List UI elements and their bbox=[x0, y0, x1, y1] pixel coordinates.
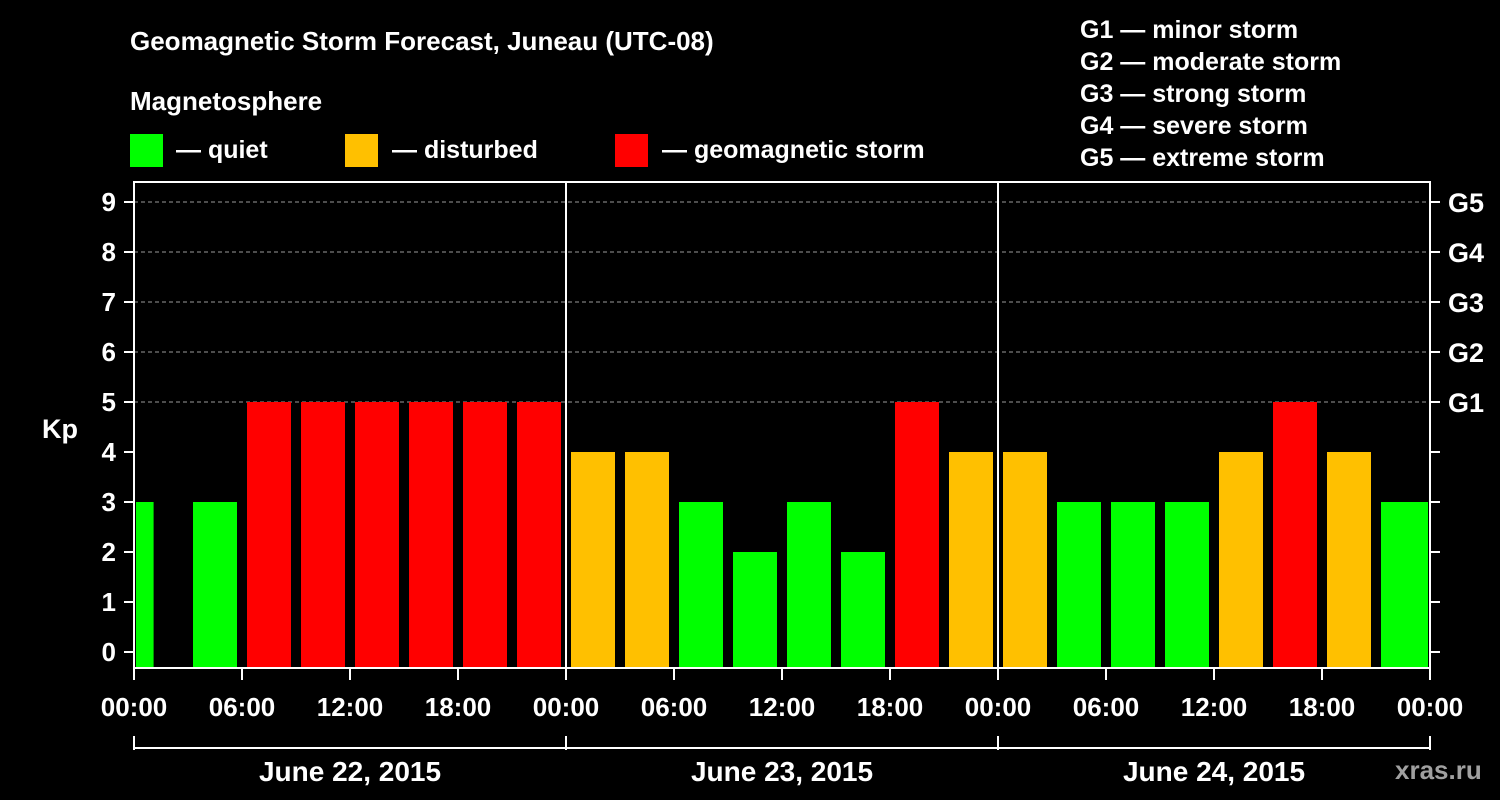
storm-scale-g2: G2 — moderate storm bbox=[1080, 48, 1341, 76]
storm-scale-g4: G4 — severe storm bbox=[1080, 112, 1308, 140]
day-label: June 23, 2015 bbox=[691, 756, 873, 787]
y-tick-label: 5 bbox=[102, 387, 116, 417]
x-tick-label: 18:00 bbox=[857, 692, 924, 722]
x-tick-label: 00:00 bbox=[533, 692, 600, 722]
right-axis-label-g3: G3 bbox=[1448, 288, 1484, 318]
storm-scale-g3: G3 — strong storm bbox=[1080, 80, 1306, 108]
day-label: June 22, 2015 bbox=[259, 756, 441, 787]
bar-kp bbox=[571, 452, 615, 668]
y-tick-label: 1 bbox=[102, 587, 116, 617]
x-tick-label: 12:00 bbox=[749, 692, 816, 722]
bar-kp bbox=[733, 552, 777, 668]
chart-subtitle: Magnetosphere bbox=[130, 86, 322, 116]
right-axis-label-g2: G2 bbox=[1448, 338, 1484, 368]
y-tick-label: 0 bbox=[102, 637, 116, 667]
bar-kp bbox=[1057, 502, 1101, 668]
bar-kp bbox=[1327, 452, 1371, 668]
x-tick-label: 06:00 bbox=[209, 692, 276, 722]
bar-kp bbox=[247, 402, 291, 668]
bar-kp bbox=[949, 452, 993, 668]
x-tick-label: 00:00 bbox=[965, 692, 1032, 722]
day-labels: June 22, 2015 June 23, 2015 June 24, 2015 bbox=[133, 736, 1431, 787]
watermark: xras.ru bbox=[1395, 755, 1482, 785]
x-tick-label: 06:00 bbox=[1073, 692, 1140, 722]
bar-kp bbox=[136, 502, 154, 668]
x-tick-label: 06:00 bbox=[641, 692, 708, 722]
x-tick-label: 00:00 bbox=[1397, 692, 1464, 722]
y-tick-label: 6 bbox=[102, 337, 116, 367]
legend-swatch-storm bbox=[615, 134, 648, 167]
legend: — quiet — disturbed — geomagnetic storm bbox=[130, 134, 925, 167]
x-axis: 00:00 06:00 12:00 18:00 00:00 06:00 12:00 18:00… bbox=[101, 668, 1464, 722]
bar-kp bbox=[787, 502, 831, 668]
bar-kp bbox=[1165, 502, 1209, 668]
x-tick-label: 12:00 bbox=[1181, 692, 1248, 722]
x-tick-label: 00:00 bbox=[101, 692, 168, 722]
bars bbox=[136, 402, 1428, 668]
bar-kp bbox=[301, 402, 345, 668]
legend-swatch-disturbed bbox=[345, 134, 378, 167]
bar-kp bbox=[625, 452, 669, 668]
bar-kp bbox=[679, 502, 723, 668]
bar-kp bbox=[193, 502, 237, 668]
storm-scale-g1: G1 — minor storm bbox=[1080, 16, 1298, 44]
y-tick-label: 3 bbox=[102, 487, 116, 517]
right-axis-label-g5: G5 bbox=[1448, 188, 1484, 218]
bar-kp bbox=[1273, 402, 1317, 668]
y-axis-title: Kp bbox=[42, 414, 78, 444]
storm-scale-list: G1 — minor storm G2 — moderate storm G3 … bbox=[1080, 16, 1341, 172]
bar-kp bbox=[895, 402, 939, 668]
grid-lines bbox=[134, 201, 1430, 403]
legend-swatch-quiet bbox=[130, 134, 163, 167]
x-tick-label: 12:00 bbox=[317, 692, 384, 722]
y-tick-label: 8 bbox=[102, 237, 116, 267]
right-axis: G1 G2 G3 G4 G5 bbox=[1430, 188, 1484, 653]
bar-kp bbox=[409, 402, 453, 668]
y-tick-label: 2 bbox=[102, 537, 116, 567]
x-tick-label: 18:00 bbox=[425, 692, 492, 722]
bar-kp bbox=[463, 402, 507, 668]
bar-kp bbox=[841, 552, 885, 668]
bar-kp bbox=[355, 402, 399, 668]
day-label: June 24, 2015 bbox=[1123, 756, 1305, 787]
y-tick-label: 4 bbox=[102, 437, 117, 467]
bar-kp bbox=[1381, 502, 1428, 668]
bar-kp bbox=[1111, 502, 1155, 668]
legend-label-storm: — geomagnetic storm bbox=[662, 136, 925, 164]
chart-title: Geomagnetic Storm Forecast, Juneau (UTC-… bbox=[130, 26, 714, 56]
storm-scale-g5: G5 — extreme storm bbox=[1080, 144, 1325, 172]
bar-kp bbox=[1003, 452, 1047, 668]
legend-label-quiet: — quiet bbox=[176, 136, 268, 164]
bar-kp bbox=[1219, 452, 1263, 668]
y-axis: 0 1 2 3 4 5 6 7 8 9 bbox=[102, 187, 134, 667]
right-axis-label-g1: G1 bbox=[1448, 388, 1484, 418]
right-axis-label-g4: G4 bbox=[1448, 238, 1484, 268]
legend-label-disturbed: — disturbed bbox=[392, 136, 538, 164]
x-tick-label: 18:00 bbox=[1289, 692, 1356, 722]
y-tick-label: 7 bbox=[102, 287, 116, 317]
y-tick-label: 9 bbox=[102, 187, 116, 217]
bar-kp bbox=[517, 402, 561, 668]
